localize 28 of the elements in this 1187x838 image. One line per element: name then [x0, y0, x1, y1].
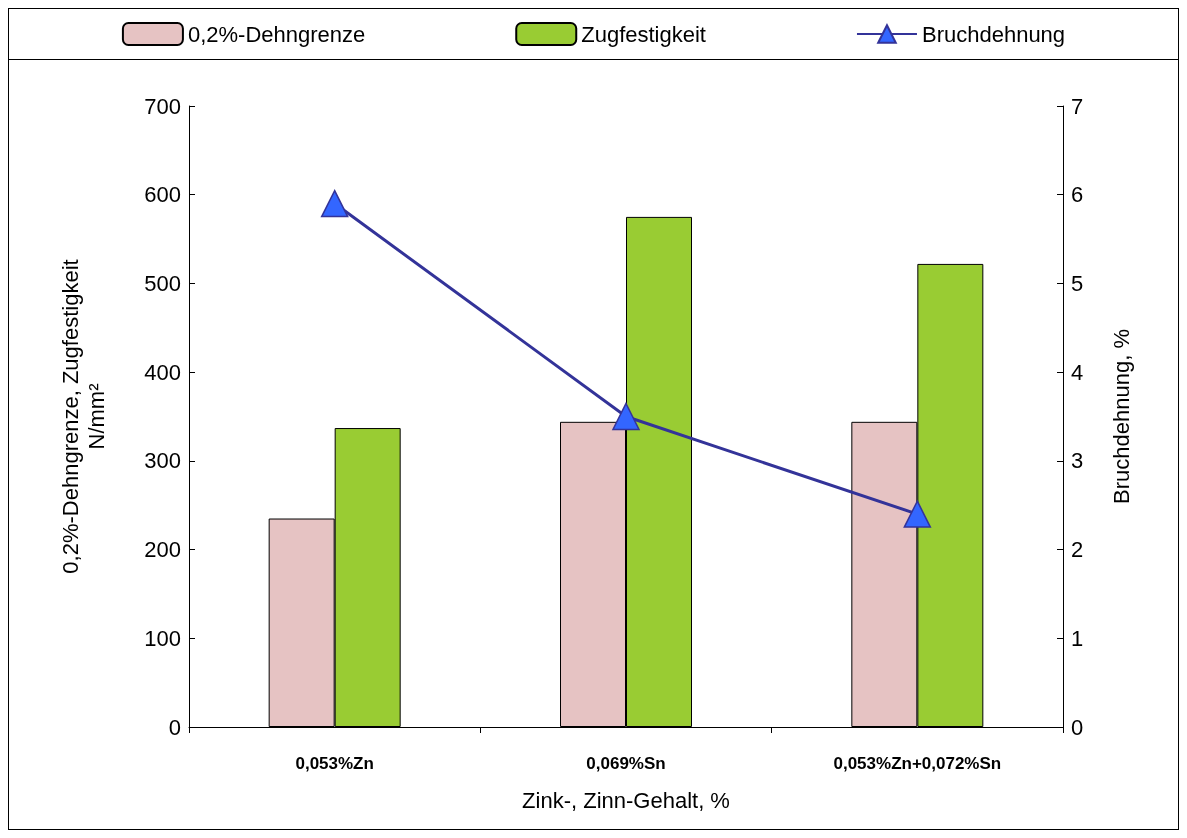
y-tick-label: 700	[144, 93, 181, 119]
point	[612, 402, 640, 431]
y-tick-label: 600	[144, 182, 181, 208]
x-tick-label: 0,053%Zn	[295, 754, 374, 773]
y-tick-label: 200	[144, 537, 181, 563]
y2-tick-label: 6	[1071, 182, 1084, 208]
y-tick-label: 500	[144, 270, 181, 296]
legend-label: 0,2%-Dehngrenze	[187, 21, 366, 47]
y2-tick-label: 4	[1071, 359, 1084, 385]
legend-label: Zugfestigkeit	[581, 21, 706, 47]
y2-axis-title: Bruchdehnung, %	[1108, 329, 1134, 504]
y2-tick-label: 3	[1071, 448, 1084, 474]
y2-tick-label: 5	[1071, 270, 1084, 296]
point	[903, 500, 932, 528]
y-axis-title: 0,2%-Dehngrenze, Zugfestigkeit N/mm²	[57, 259, 109, 574]
y2-tick-label: 1	[1071, 625, 1084, 651]
y2-tick-label: 7	[1071, 93, 1084, 119]
y-tick-label: 400	[144, 359, 181, 385]
x-axis-title: Zink-, Zinn-Gehalt, %	[522, 787, 730, 813]
point	[320, 189, 349, 218]
y2-tick-label: 2	[1071, 537, 1084, 563]
y2-tick-label: 0	[1071, 714, 1084, 740]
y-tick-label: 100	[144, 625, 181, 651]
y-tick-label: 300	[144, 448, 181, 474]
legend-label: Bruchdehnung	[921, 21, 1066, 47]
x-tick-label: 0,053%Zn+0,072%Sn	[833, 754, 1002, 773]
x-tick-label: 0,069%Sn	[586, 754, 666, 773]
y-tick-label: 0	[168, 714, 181, 740]
